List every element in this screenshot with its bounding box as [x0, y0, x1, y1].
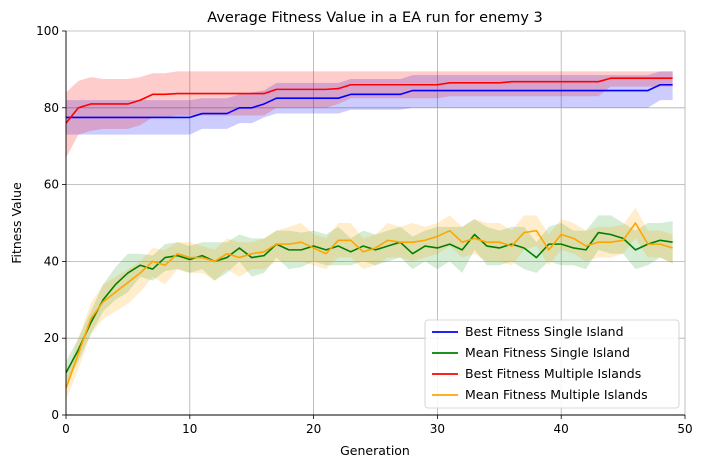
chart-title: Average Fitness Value in a EA run for en… [207, 10, 543, 26]
y-axis-label: Fitness Value [9, 182, 24, 264]
line-series-0 [66, 83, 673, 119]
y-tick-label: 60 [44, 178, 59, 192]
band-series-3 [66, 207, 673, 400]
x-tick-label: 50 [677, 422, 692, 436]
x-tick-label: 30 [430, 422, 445, 436]
band-series-0 [66, 71, 673, 135]
legend-label-2: Best Fitness Multiple Islands [465, 366, 641, 381]
line-series-1 [65, 231, 673, 374]
y-tick-label: 100 [36, 24, 59, 38]
y-axis-ticks: 0 20 40 60 80 100 [36, 24, 66, 422]
x-tick-label: 10 [182, 422, 197, 436]
legend-label-3: Mean Fitness Multiple Islands [465, 387, 648, 402]
series-lines [65, 77, 673, 389]
legend: Best Fitness Single Island Mean Fitness S… [424, 319, 680, 409]
x-tick-label: 20 [306, 422, 321, 436]
y-tick-label: 0 [51, 408, 59, 422]
x-tick-label: 40 [554, 422, 569, 436]
line-series-3 [65, 222, 673, 389]
x-axis-ticks: 0 10 20 30 40 50 [62, 415, 693, 436]
legend-label-0: Best Fitness Single Island [465, 324, 624, 339]
legend-label-1: Mean Fitness Single Island [465, 345, 630, 360]
x-tick-label: 0 [62, 422, 70, 436]
y-tick-label: 80 [44, 101, 59, 115]
line-series-2 [65, 77, 673, 124]
y-tick-label: 20 [44, 331, 59, 345]
x-axis-label: Generation [340, 443, 410, 458]
y-tick-label: 40 [44, 254, 59, 268]
band-series-1 [66, 215, 673, 385]
legend-box [424, 319, 680, 409]
axes [65, 31, 685, 416]
